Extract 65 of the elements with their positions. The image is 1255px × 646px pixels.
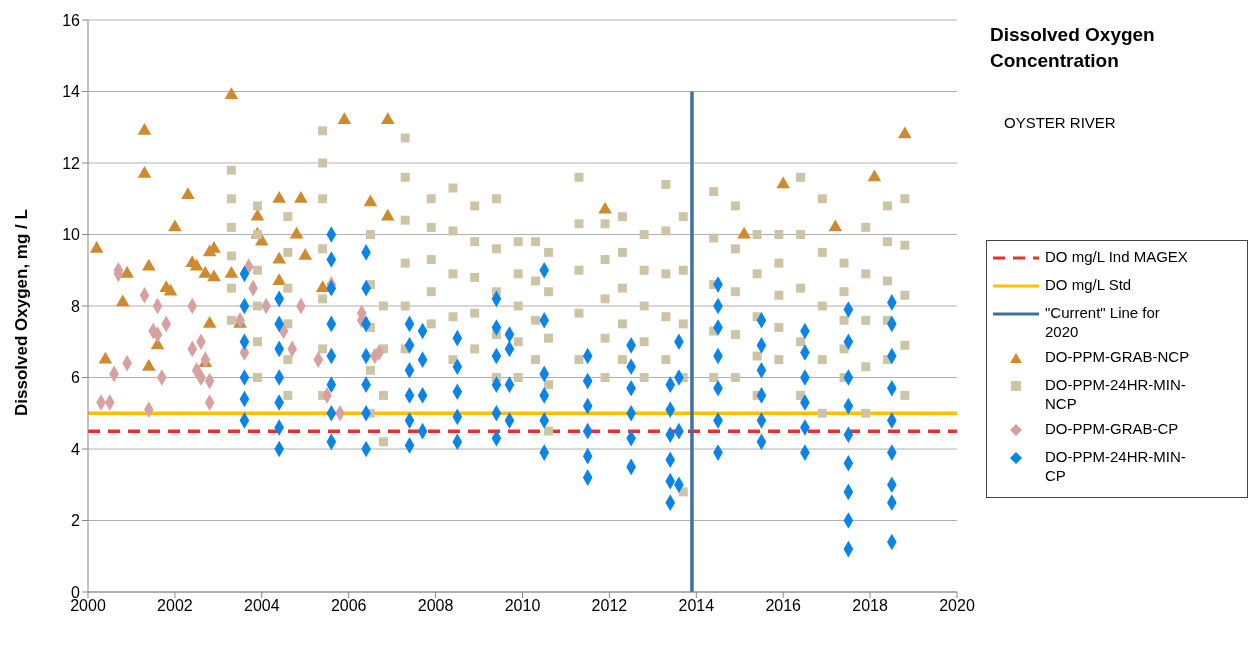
point — [224, 265, 239, 278]
y-tick-label: 4 — [71, 440, 81, 458]
point — [598, 201, 612, 214]
legend-label: DO-PPM-GRAB-NCP — [1045, 347, 1191, 366]
point — [289, 226, 304, 239]
point — [98, 351, 113, 364]
point — [142, 258, 156, 271]
point — [272, 190, 286, 203]
legend-label: DO-PPM-24HR-MIN-NCP — [1045, 375, 1187, 413]
point — [120, 265, 134, 278]
text: Dissolved Oxygen Concentration — [990, 23, 1156, 73]
point — [137, 122, 152, 135]
point — [381, 208, 395, 221]
x-tick-label: 2004 — [244, 597, 280, 615]
x-tick-label: 2006 — [330, 597, 367, 615]
point — [737, 226, 751, 239]
legend-label: DO-PPM-GRAB-CP — [1045, 419, 1180, 438]
point — [776, 176, 790, 189]
point — [224, 87, 239, 99]
y-axis-title: Dissolved Oxygen, mg / L — [12, 209, 32, 416]
point — [867, 169, 882, 182]
x-tick-label: 2008 — [417, 597, 454, 615]
x-tick-label: 2018 — [852, 597, 888, 615]
y-tick-label: 2 — [71, 512, 81, 530]
text: OYSTER RIVER — [1004, 114, 1117, 131]
point — [115, 294, 130, 307]
y-tick-label: 10 — [62, 226, 81, 244]
legend-label: DO mg/L Std — [1045, 275, 1133, 294]
x-tick-label: 2002 — [157, 597, 193, 615]
y-tick-label: 14 — [62, 83, 81, 101]
point — [207, 269, 221, 282]
point — [198, 265, 213, 278]
point — [898, 126, 912, 139]
point — [294, 190, 308, 203]
point — [163, 283, 178, 296]
x-tick-label: 2016 — [765, 597, 802, 615]
x-tick-label: 2014 — [678, 597, 715, 615]
y-tick-label: 8 — [71, 297, 81, 315]
point — [272, 273, 286, 285]
point — [337, 112, 352, 125]
point — [315, 280, 330, 293]
y-tick-label: 6 — [71, 369, 81, 387]
y-tick-label: 12 — [62, 154, 81, 172]
point — [250, 208, 265, 221]
point — [168, 219, 182, 232]
point — [298, 248, 313, 260]
point — [828, 219, 843, 232]
x-tick-label: 2000 — [70, 597, 106, 615]
point — [181, 187, 195, 200]
point — [381, 112, 395, 125]
x-tick-label: 2012 — [591, 597, 628, 615]
x-tick-label: 2020 — [939, 597, 975, 615]
x-tick-label: 2010 — [504, 597, 541, 615]
legend-label: "Current" Line for 2020 — [1045, 303, 1161, 341]
point — [137, 165, 152, 178]
point — [89, 240, 104, 253]
point — [202, 316, 217, 328]
y-tick-label: 16 — [62, 11, 81, 29]
point — [272, 251, 286, 264]
legend-label: DO mg/L Ind MAGEX — [1045, 247, 1189, 266]
point — [255, 233, 269, 246]
legend-label: DO-PPM-24HR-MIN-CP — [1045, 447, 1187, 485]
point — [363, 194, 378, 207]
point — [142, 358, 156, 371]
point — [189, 258, 204, 271]
